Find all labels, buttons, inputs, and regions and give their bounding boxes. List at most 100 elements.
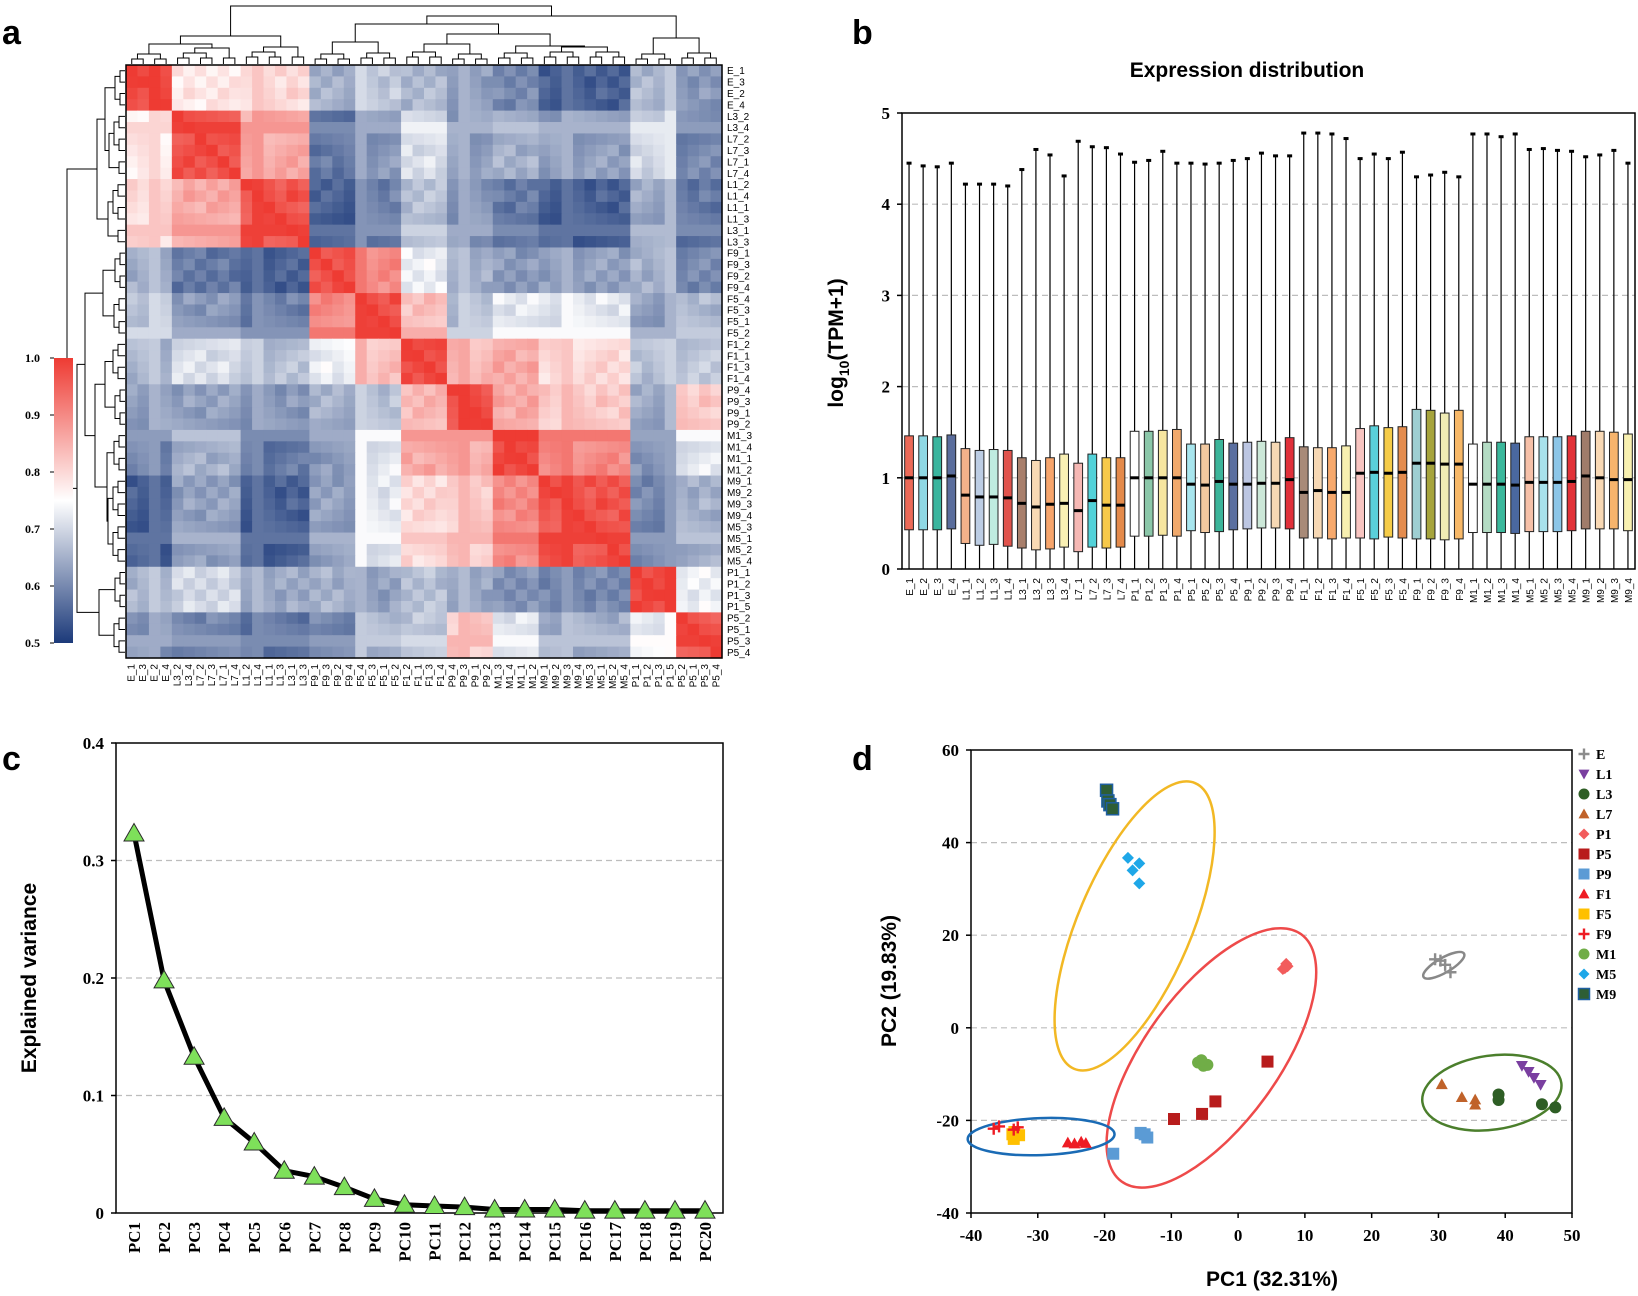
heatmap-cell — [653, 350, 666, 363]
heatmap-cell — [148, 236, 161, 249]
heatmap-cell — [183, 293, 196, 306]
heatmap-cell — [286, 270, 299, 283]
box — [1059, 453, 1069, 548]
heatmap-cell — [687, 555, 700, 568]
scree-ylabel: Explained variance — [18, 883, 41, 1073]
dendrogram-branch — [268, 56, 282, 64]
heatmap-cell — [446, 179, 459, 192]
x-tick-label: PC16 — [576, 1222, 595, 1262]
heatmap-cell — [630, 270, 643, 283]
heatmap-cell — [538, 167, 551, 180]
heatmap-cell — [206, 475, 219, 488]
heatmap-cell — [607, 578, 620, 591]
y-tick-label: 0.4 — [83, 734, 105, 753]
x-tick-label: L7_1 — [1074, 578, 1085, 601]
heatmap-cell — [618, 270, 631, 283]
heatmap-cell — [504, 486, 517, 499]
heatmap-cell — [595, 418, 608, 431]
heatmap-cell — [320, 65, 333, 77]
heatmap-cell — [550, 361, 563, 374]
heatmap-cell — [183, 281, 196, 294]
heatmap-cell — [584, 258, 597, 271]
heatmap-cell — [389, 156, 402, 169]
heatmap-cell — [389, 452, 402, 465]
heatmap-cell — [378, 543, 391, 556]
boxplot-title: Expression distribution — [1130, 59, 1365, 82]
heatmap-cell — [148, 543, 161, 556]
heatmap-cell — [389, 407, 402, 420]
heatmap-cell — [710, 213, 723, 226]
heatmap-cell — [561, 350, 574, 363]
heatmap-cell — [412, 612, 425, 625]
heatmap-cell — [699, 429, 712, 442]
heatmap-cell — [573, 498, 586, 511]
heatmap-cell — [424, 429, 437, 442]
heatmap-cell — [206, 407, 219, 420]
x-tick-label: F9_1 — [1413, 578, 1424, 601]
heatmap-cell — [676, 372, 689, 385]
heatmap-cell — [664, 521, 677, 534]
boxplot-frame — [901, 112, 1636, 570]
heatmap-cell — [446, 498, 459, 511]
heatmap-cell — [263, 623, 276, 636]
heatmap-cell — [561, 236, 574, 249]
heatmap-cell — [389, 281, 402, 294]
heatmap-cell — [504, 76, 517, 89]
heatmap-cell — [378, 87, 391, 100]
x-tick-label: E_1 — [905, 578, 916, 596]
heatmap-cell — [343, 623, 356, 636]
heatmap-cell — [412, 258, 425, 271]
heatmap-cell — [160, 361, 173, 374]
heatmap-cell — [171, 110, 184, 123]
heatmap-cell — [183, 395, 196, 408]
dendrogram-branch — [114, 75, 120, 100]
heatmap-cell — [183, 76, 196, 89]
dendrogram-branch — [119, 275, 125, 288]
heatmap-cell — [504, 532, 517, 545]
heatmap-cell — [378, 315, 391, 328]
heatmap-cell — [469, 87, 482, 100]
heatmap-cell — [332, 600, 345, 613]
heatmap-cell — [252, 224, 265, 237]
heatmap-cell — [515, 327, 528, 340]
heatmap-cell — [446, 304, 459, 317]
heatmap-cell — [206, 623, 219, 636]
heatmap-cell — [366, 293, 379, 306]
heatmap-cell — [401, 407, 414, 420]
heatmap-cell — [309, 213, 322, 226]
heatmap-cell — [126, 110, 139, 123]
heatmap-cell — [664, 635, 677, 648]
heatmap-cell — [664, 99, 677, 112]
heatmap-cell — [469, 384, 482, 397]
heatmap-cell — [527, 213, 540, 226]
heatmap-cell — [263, 213, 276, 226]
dendrogram-branch — [102, 269, 115, 317]
heatmap-cell — [446, 521, 459, 534]
heatmap-cell — [343, 258, 356, 271]
heatmap-cell — [355, 304, 368, 317]
heatmap-cell — [355, 76, 368, 89]
heatmap-cell — [355, 167, 368, 180]
heatmap-cell — [332, 304, 345, 317]
box — [1369, 425, 1380, 540]
heatmap-cell — [653, 110, 666, 123]
heatmap-cell — [458, 407, 471, 420]
heatmap-cell — [412, 646, 425, 659]
heatmap-cell — [263, 304, 276, 317]
heatmap-cell — [263, 543, 276, 556]
box — [1425, 409, 1436, 540]
heatmap-cell — [618, 76, 631, 89]
heatmap-cell — [389, 304, 402, 317]
heatmap-cell — [676, 589, 689, 602]
heatmap-cell — [584, 441, 597, 454]
dendrogram-branch — [84, 292, 103, 437]
heatmap-cell — [550, 76, 563, 89]
heatmap-cell — [309, 646, 322, 659]
heatmap-cell — [481, 110, 494, 123]
heatmap-cell — [687, 76, 700, 89]
heatmap-cell — [676, 509, 689, 522]
heatmap-cell — [573, 281, 586, 294]
heatmap-cell — [217, 612, 230, 625]
heatmap-cell — [309, 338, 322, 351]
heatmap-cell — [401, 247, 414, 260]
